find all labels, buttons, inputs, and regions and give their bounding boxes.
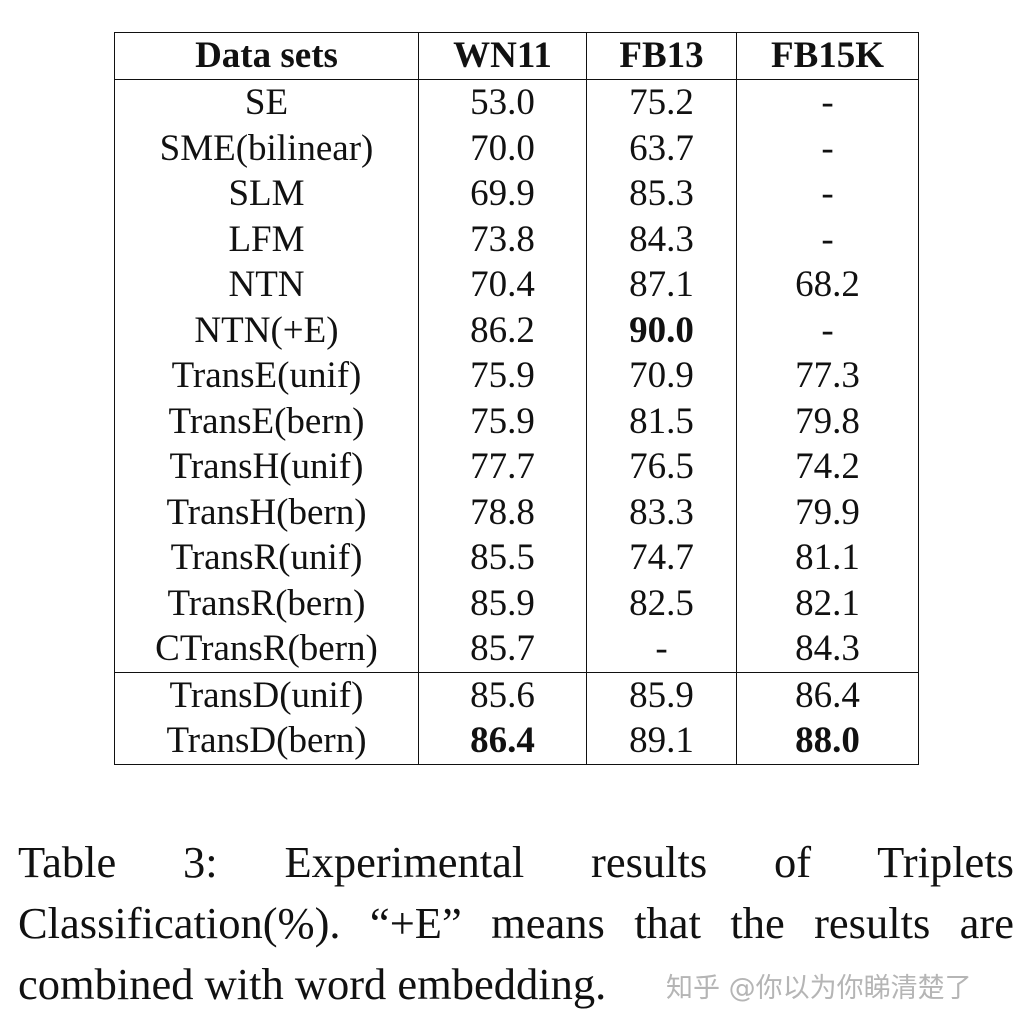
- table-cell: 89.1: [586, 718, 737, 764]
- table-row: TransD(unif) 85.6 85.9 86.4: [114, 671, 919, 718]
- table-cell: 77.3: [795, 355, 860, 396]
- method-name: SLM: [114, 171, 419, 217]
- method-name: TransR(bern): [114, 580, 419, 626]
- method-name: TransD(unif): [114, 671, 419, 718]
- table-cell: -: [821, 309, 834, 351]
- watermark: 知乎 @你以为你睇清楚了: [666, 973, 972, 1004]
- table-cell: 86.2: [418, 307, 587, 353]
- table-cell: 69.9: [418, 171, 587, 217]
- table-row: TransH(unif) 77.7 76.5 74.2: [114, 444, 919, 490]
- table-cell: 73.8: [418, 216, 587, 262]
- table-cell: 74.2: [795, 446, 860, 487]
- table-cell: 82.1: [795, 582, 860, 624]
- table-cell: 75.9: [418, 353, 587, 399]
- table-cell: 90.0: [586, 307, 737, 353]
- table-cell: 79.8: [795, 400, 860, 442]
- column-header: WN11: [418, 32, 587, 80]
- table-cell: 85.3: [586, 171, 737, 217]
- method-name: TransH(bern): [114, 489, 419, 535]
- table-row: TransE(bern) 75.9 81.5 79.8: [114, 398, 919, 444]
- table-cell: 84.3: [586, 216, 737, 262]
- column-header: FB15K: [736, 32, 919, 80]
- table-cell: 70.4: [418, 262, 587, 308]
- results-table: Data sets WN11 FB13 FB15K SE 53.0 75.2- SME(bi…: [114, 32, 919, 765]
- table-row: TransH(bern) 78.8 83.3 79.9: [114, 489, 919, 535]
- table-cell: 86.4: [736, 671, 919, 718]
- method-name: TransR(unif): [114, 535, 419, 581]
- method-name: TransD(bern): [114, 718, 419, 764]
- table-row: TransE(unif) 75.9 70.9 77.3: [114, 353, 919, 399]
- table-row: NTN(+E) 86.2 90.0 -: [114, 307, 919, 353]
- table-cell: 83.3: [586, 489, 737, 535]
- table-cell: 70.9: [586, 353, 737, 399]
- table-cell: 79.9: [795, 491, 860, 533]
- table-cell: 85.9: [586, 671, 737, 718]
- table-cell: 53.0: [418, 79, 587, 126]
- table-cell: -: [586, 626, 737, 672]
- table-row: NTN 70.4 87.1 68.2: [114, 262, 919, 308]
- method-name: NTN(+E): [114, 307, 419, 353]
- table-cell: 70.0: [418, 125, 587, 171]
- table-row: SE 53.0 75.2 -: [114, 79, 919, 126]
- table-cell: 77.7: [418, 444, 587, 490]
- table-cell: 86.4: [418, 718, 587, 764]
- table-cell: 78.8: [418, 489, 587, 535]
- method-name: CTransR(bern): [114, 626, 419, 672]
- method-name: SE: [114, 79, 419, 126]
- table-cell: 85.7: [418, 626, 587, 672]
- table-row: TransR(unif) 85.5 74.7 81.1: [114, 535, 919, 581]
- table-cell: 87.1: [586, 262, 737, 308]
- table-cell: 82.5: [586, 580, 737, 626]
- table-cell: 85.6: [418, 671, 587, 718]
- table-cell: 81.5: [586, 398, 737, 444]
- method-name: LFM: [114, 216, 419, 262]
- table-cell: -: [821, 127, 834, 169]
- method-name: TransE(unif): [114, 353, 419, 399]
- table-row: SLM 69.9 85.3 -: [114, 171, 919, 217]
- table-cell: 76.5: [586, 444, 737, 490]
- column-header: FB13: [586, 32, 737, 80]
- table-cell: 68.2: [795, 264, 860, 305]
- table-row: CTransR(bern) 85.7- 84.3: [114, 626, 919, 672]
- table-cell: 74.7: [586, 535, 737, 581]
- table-cell: 75.2: [586, 79, 737, 126]
- table-cell: -: [821, 82, 834, 123]
- method-name: TransE(bern): [114, 398, 419, 444]
- table-row: LFM 73.8 84.3 -: [114, 216, 919, 262]
- method-name: SME(bilinear): [114, 125, 419, 171]
- table-cell: 85.9: [418, 580, 587, 626]
- method-name: TransH(unif): [114, 444, 419, 490]
- table-cell: 84.3: [795, 628, 860, 669]
- table-cell: 75.9: [418, 398, 587, 444]
- table-caption: Table 3: Experimental results of Triplet…: [18, 837, 1014, 1009]
- table-cell: 63.7: [586, 125, 737, 171]
- header-row: Data sets WN11 FB13 FB15K: [114, 32, 919, 80]
- method-name: NTN: [114, 262, 419, 308]
- table-cell: -: [821, 173, 834, 214]
- table-cell: 88.0: [795, 720, 860, 761]
- table-cell: -: [821, 218, 834, 260]
- column-header: Data sets: [114, 32, 419, 80]
- table-row: SME(bilinear) 70.0 63.7 -: [114, 125, 919, 171]
- table-row: TransD(bern) 86.4 89.1 88.0: [114, 718, 919, 764]
- table-row: TransR(bern) 85.9 82.5 82.1: [114, 580, 919, 626]
- table-cell: 81.1: [795, 537, 860, 578]
- table-cell: 85.5: [418, 535, 587, 581]
